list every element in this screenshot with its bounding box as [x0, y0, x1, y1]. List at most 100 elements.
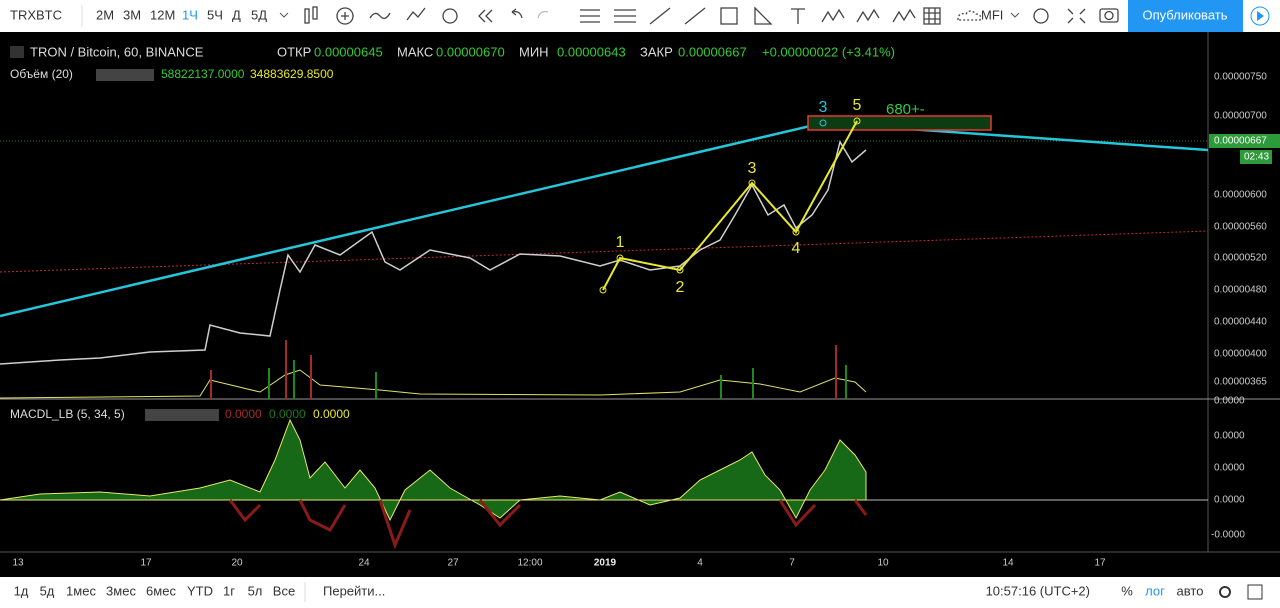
triangle-icon[interactable]: [754, 6, 773, 25]
time-label: 20: [231, 558, 243, 569]
volume-value: 58822137.0000: [161, 67, 245, 81]
wave-points: [599, 117, 861, 294]
indicator-controls[interactable]: [145, 409, 219, 421]
range-button[interactable]: 6мес: [146, 583, 176, 598]
last-price: 0.00000667: [1214, 136, 1267, 147]
toolbar-icons: [304, 6, 1119, 25]
elliott-icon[interactable]: [856, 8, 880, 23]
wave-label: 4: [792, 240, 801, 257]
volume-bar: [285, 340, 287, 399]
log-toggle[interactable]: лог: [1145, 583, 1165, 598]
ohlc-label: ЗАКР: [640, 44, 673, 59]
target-zone: [807, 115, 992, 131]
macd-value: 0.0000: [225, 407, 262, 421]
settings-icon[interactable]: [1033, 8, 1049, 24]
percent-toggle[interactable]: %: [1121, 583, 1133, 598]
indicator-controls[interactable]: [96, 69, 154, 81]
interval[interactable]: 12М: [150, 7, 175, 22]
volume-ma-value: 34883629.8500: [250, 67, 334, 81]
fib-icon[interactable]: [580, 9, 600, 23]
interval[interactable]: 5Ч: [207, 7, 223, 22]
volume-bars: [210, 340, 847, 399]
symbol[interactable]: TRXBTC: [10, 7, 62, 22]
last-price-badge: [1209, 134, 1280, 148]
time-label: 27: [447, 558, 459, 569]
volume-bar: [210, 370, 212, 399]
range-button[interactable]: 1г: [223, 583, 235, 598]
dropdown-icon[interactable]: [279, 12, 289, 18]
range-button[interactable]: 1д: [14, 583, 29, 598]
time-label: 12:00: [517, 558, 542, 569]
range-button[interactable]: 5л: [248, 583, 263, 598]
indicator-name[interactable]: MFI: [981, 7, 1003, 22]
range-button[interactable]: Все: [273, 583, 295, 598]
time-label: 14: [1002, 558, 1014, 569]
rect-icon[interactable]: [720, 7, 738, 25]
alert-icon[interactable]: [442, 8, 458, 24]
wave-label: 3: [748, 160, 757, 177]
replay-icon[interactable]: [478, 9, 493, 23]
range-button[interactable]: 5д: [40, 583, 55, 598]
price-label: 0.00000480: [1214, 285, 1267, 296]
wave-label: 2: [676, 279, 685, 296]
grid-icon[interactable]: [923, 7, 941, 25]
pattern-icon[interactable]: [821, 8, 845, 23]
ohlc-value: 0.00000670: [436, 44, 505, 59]
snapshot-icon[interactable]: [1099, 8, 1119, 23]
interval[interactable]: Д: [232, 7, 241, 22]
volume-bar: [752, 368, 754, 399]
time-label: 7: [789, 558, 795, 569]
cloud-icon[interactable]: [957, 10, 982, 21]
price-label: 0.00000600: [1214, 190, 1267, 201]
volume-bar: [835, 345, 837, 399]
lines-icon[interactable]: [614, 9, 636, 23]
goto-button[interactable]: Перейти...: [323, 583, 385, 598]
volume-bar: [720, 375, 722, 399]
auto-toggle[interactable]: авто: [1177, 583, 1204, 598]
text-icon[interactable]: [791, 8, 805, 24]
maximize-icon[interactable]: [1247, 584, 1263, 600]
add-indicator-icon[interactable]: [336, 7, 354, 25]
trendline-icon[interactable]: [649, 7, 671, 25]
time-label: 2019: [594, 558, 617, 569]
interval[interactable]: 3М: [123, 7, 141, 22]
plus: [341, 12, 349, 20]
range-button[interactable]: 1мес: [66, 583, 96, 598]
toolbar: [0, 0, 1280, 32]
macd-value: 0.0000: [269, 407, 306, 421]
candle-icon[interactable]: [312, 6, 318, 20]
red-dotted-line: [0, 230, 1209, 273]
wave-point: [853, 117, 861, 125]
template-icon[interactable]: [406, 7, 426, 21]
abc-icon[interactable]: [892, 8, 916, 23]
range-button[interactable]: YTD: [187, 583, 213, 598]
dropdown-icon[interactable]: [1010, 12, 1020, 18]
lens: [1104, 10, 1114, 21]
compare-icon[interactable]: [369, 12, 391, 20]
redo-icon[interactable]: [537, 10, 549, 19]
price-label: 0.00000440: [1214, 317, 1267, 328]
price-label: 0.00000750: [1214, 72, 1267, 83]
undo-icon[interactable]: [511, 8, 523, 19]
publish-label[interactable]: Опубликовать: [1142, 7, 1227, 22]
time-label: 17: [1094, 558, 1106, 569]
ohlc-value: 0.00000645: [314, 44, 383, 59]
time-label: 4: [697, 558, 703, 569]
wave-point: [599, 286, 607, 294]
interval[interactable]: 5Д: [251, 7, 267, 22]
fullscreen-icon[interactable]: [1067, 8, 1086, 24]
ray-icon[interactable]: [684, 7, 706, 25]
settings-icon[interactable]: [1219, 586, 1231, 598]
time-label: 24: [358, 558, 370, 569]
volume-title: Объём (20): [10, 67, 73, 81]
price-label: 0.00000520: [1214, 253, 1267, 264]
wave-point: [676, 266, 684, 274]
candle-icon[interactable]: [304, 8, 310, 24]
interval-active[interactable]: 1Ч: [182, 7, 198, 22]
play-button[interactable]: [1250, 6, 1270, 26]
collapse-icon[interactable]: [10, 46, 24, 58]
clock: 10:57:16 (UTC+2): [986, 583, 1090, 598]
range-button[interactable]: 3мес: [106, 583, 136, 598]
publish-button[interactable]: [1128, 0, 1243, 32]
interval[interactable]: 2М: [96, 7, 114, 22]
